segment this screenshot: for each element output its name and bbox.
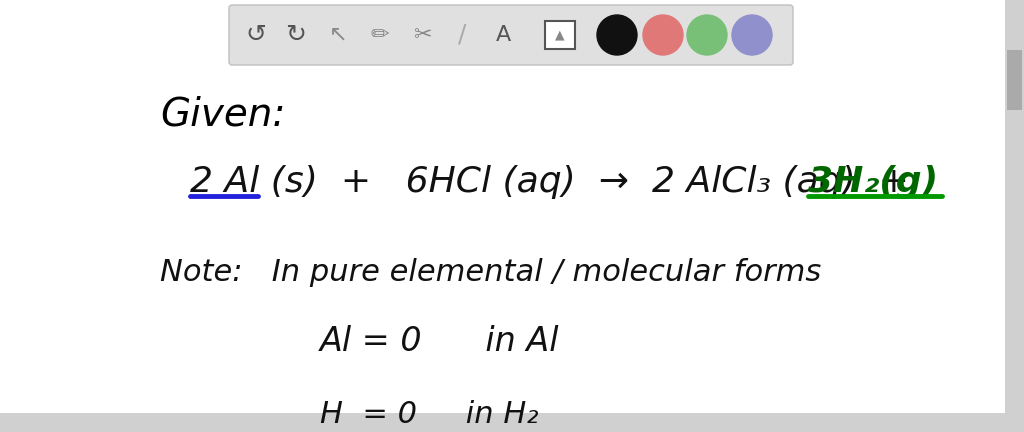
Circle shape <box>687 15 727 55</box>
FancyBboxPatch shape <box>229 5 793 65</box>
Text: ↖: ↖ <box>329 25 347 45</box>
Bar <box>1007 50 1022 110</box>
Text: /: / <box>458 23 466 47</box>
Text: Note:   In pure elemental / molecular forms: Note: In pure elemental / molecular form… <box>160 258 821 287</box>
Text: A: A <box>496 25 511 45</box>
Circle shape <box>597 15 637 55</box>
Bar <box>1005 0 1024 432</box>
Text: 2 Al (s)  +   6HCl (aq)  →  2 AlCl₃ (aq)  +: 2 Al (s) + 6HCl (aq) → 2 AlCl₃ (aq) + <box>190 165 932 199</box>
Circle shape <box>643 15 683 55</box>
FancyBboxPatch shape <box>545 21 575 49</box>
Text: ✂: ✂ <box>413 25 431 45</box>
Text: 3H₂(g): 3H₂(g) <box>808 165 938 199</box>
Text: ↻: ↻ <box>286 23 306 47</box>
Text: Al = 0      in Al: Al = 0 in Al <box>319 325 559 358</box>
Text: Given:: Given: <box>160 95 286 133</box>
Text: ↺: ↺ <box>246 23 266 47</box>
Bar <box>0 413 1005 432</box>
Text: ✏: ✏ <box>371 25 389 45</box>
Circle shape <box>732 15 772 55</box>
Text: ▲: ▲ <box>555 29 565 41</box>
Text: H  = 0     in H₂: H = 0 in H₂ <box>319 400 539 429</box>
